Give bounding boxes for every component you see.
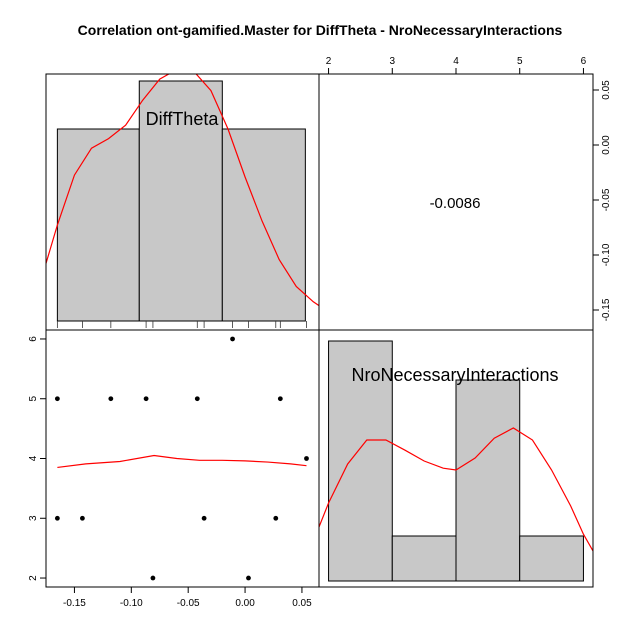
diff-theta-hist-bar (138, 80, 223, 322)
nro-hist-bar (455, 379, 521, 582)
left-axis-tick-label: 6 (28, 336, 39, 342)
left-axis-tick-label: 3 (28, 515, 39, 521)
scatter-point (54, 396, 60, 402)
chart-title: Correlation ont-gamified.Master for Diff… (78, 22, 563, 38)
scatter-point (246, 575, 251, 581)
right-axis-tick-label: 0.05 (601, 80, 612, 100)
diff-theta-hist-bar (56, 128, 140, 322)
nro-hist-bar (391, 535, 457, 582)
scatter-point (230, 336, 235, 342)
correlation-value: -0.0086 (430, 195, 481, 212)
scatter-point (201, 515, 207, 521)
x-axis-tick-label: -0.05 (177, 598, 200, 609)
scatter-point (304, 456, 309, 461)
scatter-point (273, 515, 279, 521)
panel-border-br (318, 329, 594, 588)
nro-necessary-interactions-label: NroNecessaryInteractions (351, 365, 558, 385)
top-axis-tick-label: 4 (453, 56, 459, 67)
scatter-point (80, 515, 85, 521)
scatter-point (194, 396, 200, 402)
left-axis-tick-label: 4 (28, 455, 39, 461)
axes: -0.15 -0.10 -0.05 0.00 0.05 2 3 4 5 6 2 3 4 5 6 0.05 0.0… (28, 56, 612, 609)
panel-scatter (54, 336, 309, 581)
diff-theta-density-line (46, 74, 319, 307)
nro-density-line (319, 427, 593, 552)
top-axis-tick-label: 5 (517, 56, 523, 67)
scatter-smooth-line (57, 454, 307, 469)
scatter-point (54, 515, 60, 521)
right-axis-tick-label: -0.10 (601, 243, 612, 266)
top-axis-tick-label: 6 (581, 56, 587, 67)
top-axis-tick-label: 2 (326, 56, 332, 67)
x-axis-tick-label: 0.00 (235, 598, 255, 609)
scatter-point (108, 396, 114, 402)
diff-theta-label: DiffTheta (146, 109, 220, 129)
left-axis-tick-label: 5 (28, 396, 39, 402)
right-axis-tick-label: -0.15 (601, 298, 612, 321)
right-axis-tick-label: 0.00 (601, 135, 612, 155)
x-axis-tick-label: -0.10 (120, 598, 143, 609)
top-axis-tick-label: 3 (389, 56, 395, 67)
nro-hist-bar (519, 535, 584, 582)
panel-diff-theta-histogram (46, 74, 319, 328)
left-axis-tick-label: 2 (28, 575, 39, 581)
scatter-point (150, 575, 156, 581)
x-axis-tick-label: 0.05 (292, 598, 312, 609)
nro-hist-bar (328, 340, 393, 582)
scatter-point (277, 396, 283, 402)
x-axis-tick-label: -0.15 (63, 598, 86, 609)
right-axis-tick-label: -0.05 (601, 188, 612, 211)
panel-nro-interactions-histogram (319, 340, 593, 582)
scatter-point (143, 396, 149, 402)
